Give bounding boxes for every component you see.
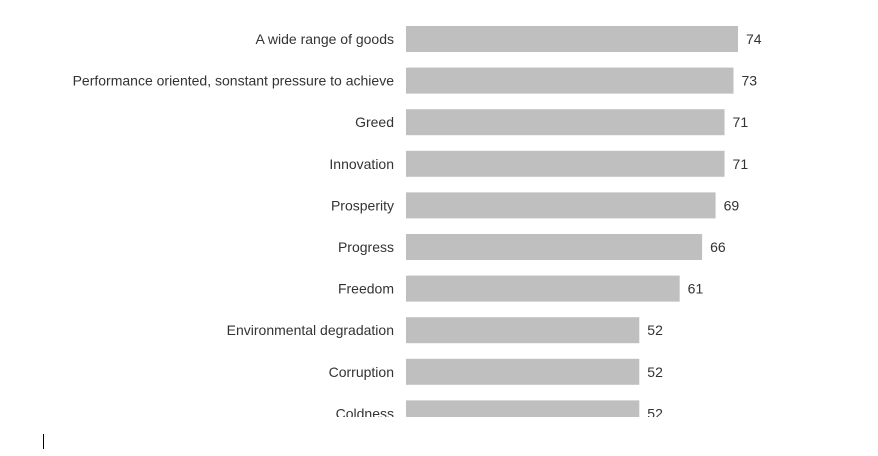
bar xyxy=(406,234,703,260)
bar xyxy=(406,109,725,136)
bar xyxy=(406,26,738,52)
data-label: 52 xyxy=(647,364,663,380)
bar xyxy=(406,192,716,219)
category-label: A wide range of goods xyxy=(255,31,394,47)
category-label: Progress xyxy=(338,239,394,255)
data-label: 71 xyxy=(733,114,749,130)
bar xyxy=(406,317,640,344)
data-label: 73 xyxy=(742,73,758,89)
bar xyxy=(406,150,725,177)
data-label: 74 xyxy=(746,31,762,47)
data-label: 61 xyxy=(688,281,704,297)
category-label: Coldness xyxy=(336,405,394,421)
category-label: Innovation xyxy=(329,156,394,172)
bar xyxy=(406,67,734,94)
data-label: 52 xyxy=(647,405,663,421)
text-cursor-mark xyxy=(43,434,44,449)
category-label: Environmental degradation xyxy=(227,322,394,338)
category-label: Freedom xyxy=(338,281,394,297)
category-label: Greed xyxy=(355,114,394,130)
category-label: Corruption xyxy=(329,364,394,380)
bar xyxy=(406,275,680,302)
category-label: Performance oriented, sonstant pressure … xyxy=(73,73,395,89)
data-label: 71 xyxy=(733,156,749,172)
bar xyxy=(406,400,640,417)
data-label: 69 xyxy=(724,197,740,213)
data-label: 66 xyxy=(710,239,726,255)
category-label: Prosperity xyxy=(331,197,394,213)
data-label: 52 xyxy=(647,322,663,338)
bar xyxy=(406,358,640,385)
